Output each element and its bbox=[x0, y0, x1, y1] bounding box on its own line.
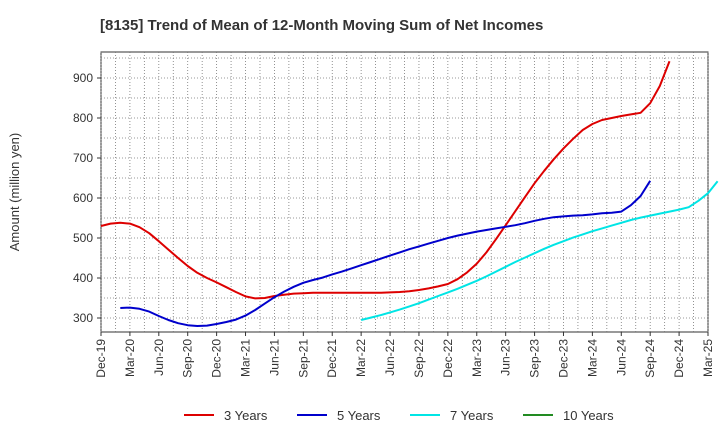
x-tick-label: Sep-24 bbox=[643, 339, 657, 378]
series-line-3-years bbox=[100, 60, 671, 300]
y-tick-label: 900 bbox=[73, 71, 93, 85]
x-tick-label: Jun-23 bbox=[499, 339, 513, 376]
x-tick-label: Jun-20 bbox=[152, 339, 166, 376]
plot-area bbox=[100, 51, 709, 333]
legend-label: 3 Years bbox=[224, 408, 268, 423]
series-line-5-years bbox=[120, 180, 652, 327]
y-tick-label: 600 bbox=[73, 191, 93, 205]
y-tick-label: 800 bbox=[73, 111, 93, 125]
series-lines bbox=[100, 60, 719, 327]
x-axis-ticks: Dec-19 Mar-20 Jun-20 Sep-20 Dec-20 Mar-21 Jun-… bbox=[94, 332, 715, 378]
legend-label: 7 Years bbox=[450, 408, 494, 423]
plot-background bbox=[100, 51, 709, 333]
x-tick-label: Mar-23 bbox=[470, 339, 484, 377]
x-tick-label: Sep-22 bbox=[412, 339, 426, 378]
x-tick-label: Dec-22 bbox=[441, 339, 455, 378]
x-tick-label: Mar-25 bbox=[701, 339, 715, 377]
x-tick-label: Dec-19 bbox=[94, 339, 108, 378]
x-tick-label: Mar-20 bbox=[123, 339, 137, 377]
legend: 3 Years 5 Years 7 Years 10 Years bbox=[184, 408, 614, 423]
legend-label: 10 Years bbox=[563, 408, 614, 423]
x-tick-label: Mar-24 bbox=[585, 339, 599, 377]
chart-title: [8135] Trend of Mean of 12-Month Moving … bbox=[100, 17, 543, 34]
x-tick-label: Jun-24 bbox=[614, 339, 628, 376]
legend-label: 5 Years bbox=[337, 408, 381, 423]
y-axis-ticks: 300 400 500 600 700 800 900 bbox=[73, 71, 101, 325]
series-line-7-years bbox=[360, 180, 719, 321]
x-tick-label: Jun-21 bbox=[267, 339, 281, 376]
x-tick-label: Mar-22 bbox=[354, 339, 368, 377]
x-tick-label: Dec-24 bbox=[672, 339, 686, 378]
y-tick-label: 500 bbox=[73, 231, 93, 245]
grid bbox=[100, 52, 709, 332]
x-tick-label: Dec-21 bbox=[325, 339, 339, 378]
y-axis-label: Amount (million yen) bbox=[7, 133, 22, 252]
y-tick-label: 700 bbox=[73, 151, 93, 165]
x-tick-label: Mar-21 bbox=[239, 339, 253, 377]
x-tick-label: Dec-23 bbox=[556, 339, 570, 378]
y-tick-label: 300 bbox=[73, 311, 93, 325]
x-tick-label: Dec-20 bbox=[210, 339, 224, 378]
y-tick-label: 400 bbox=[73, 271, 93, 285]
x-tick-label: Sep-23 bbox=[528, 339, 542, 378]
x-tick-label: Jun-22 bbox=[383, 339, 397, 376]
x-tick-label: Sep-21 bbox=[296, 339, 310, 378]
x-tick-label: Sep-20 bbox=[181, 339, 195, 378]
